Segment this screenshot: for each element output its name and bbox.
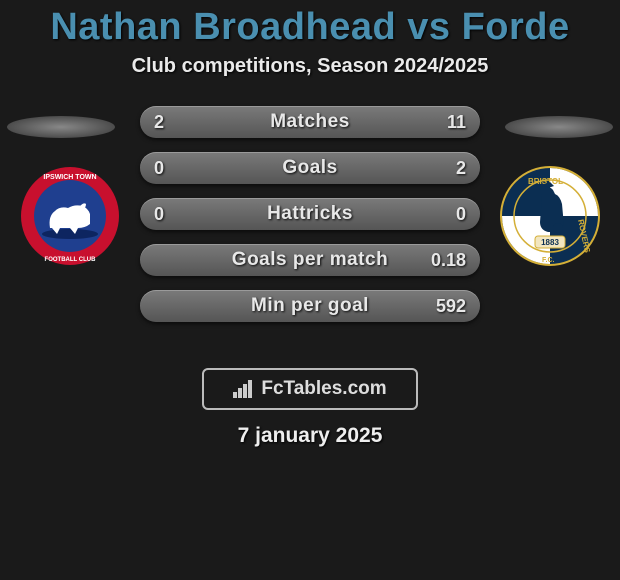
player2-name: Forde [462, 6, 570, 48]
stat-value-right: 592 [436, 296, 466, 317]
stat-value-right: 0.18 [431, 250, 466, 271]
stat-row-gpm: Goals per match 0.18 [140, 244, 480, 276]
svg-text:1883: 1883 [541, 238, 559, 247]
stat-value-left: 0 [154, 158, 164, 179]
stat-value-right: 0 [456, 204, 466, 225]
stat-label: Matches [270, 111, 350, 133]
stat-row-hattricks: 0 Hattricks 0 [140, 198, 480, 230]
brand-box[interactable]: FcTables.com [202, 368, 418, 410]
comparison-title: Nathan Broadhead vs Forde [0, 0, 620, 49]
vs-text: vs [407, 6, 450, 48]
bristol-rovers-crest-icon: BRISTOL ROVERS F.C. 1883 [500, 166, 600, 266]
subtitle: Club competitions, Season 2024/2025 [0, 55, 620, 78]
stat-label: Goals per match [232, 249, 388, 271]
stat-row-matches: 2 Matches 11 [140, 106, 480, 138]
stat-row-mpg: Min per goal 592 [140, 290, 480, 322]
svg-text:IPSWICH TOWN: IPSWICH TOWN [43, 174, 96, 181]
bar-chart-icon [233, 380, 255, 398]
stats-stage: IPSWICH TOWN FOOTBALL CLUB BRISTOL ROVER… [0, 106, 620, 356]
stat-label: Min per goal [251, 295, 369, 317]
stat-value-right: 11 [447, 112, 466, 133]
svg-text:F.C.: F.C. [542, 257, 555, 264]
stat-value-left: 2 [154, 112, 164, 133]
stat-label: Hattricks [267, 203, 353, 225]
ipswich-crest-icon: IPSWICH TOWN FOOTBALL CLUB [20, 166, 120, 266]
brand-text: FcTables.com [261, 378, 386, 400]
stat-value-right: 2 [456, 158, 466, 179]
spotlight-left [7, 116, 115, 138]
stat-label: Goals [282, 157, 337, 179]
stat-rows: 2 Matches 11 0 Goals 2 0 Hattricks 0 Goa… [140, 106, 480, 336]
spotlight-right [505, 116, 613, 138]
footer-date: 7 january 2025 [0, 424, 620, 448]
stat-row-goals: 0 Goals 2 [140, 152, 480, 184]
player1-name: Nathan Broadhead [50, 6, 396, 48]
svg-text:FOOTBALL CLUB: FOOTBALL CLUB [45, 257, 97, 263]
stat-value-left: 0 [154, 204, 164, 225]
club-crest-left: IPSWICH TOWN FOOTBALL CLUB [20, 166, 120, 266]
club-crest-right: BRISTOL ROVERS F.C. 1883 [500, 166, 600, 266]
